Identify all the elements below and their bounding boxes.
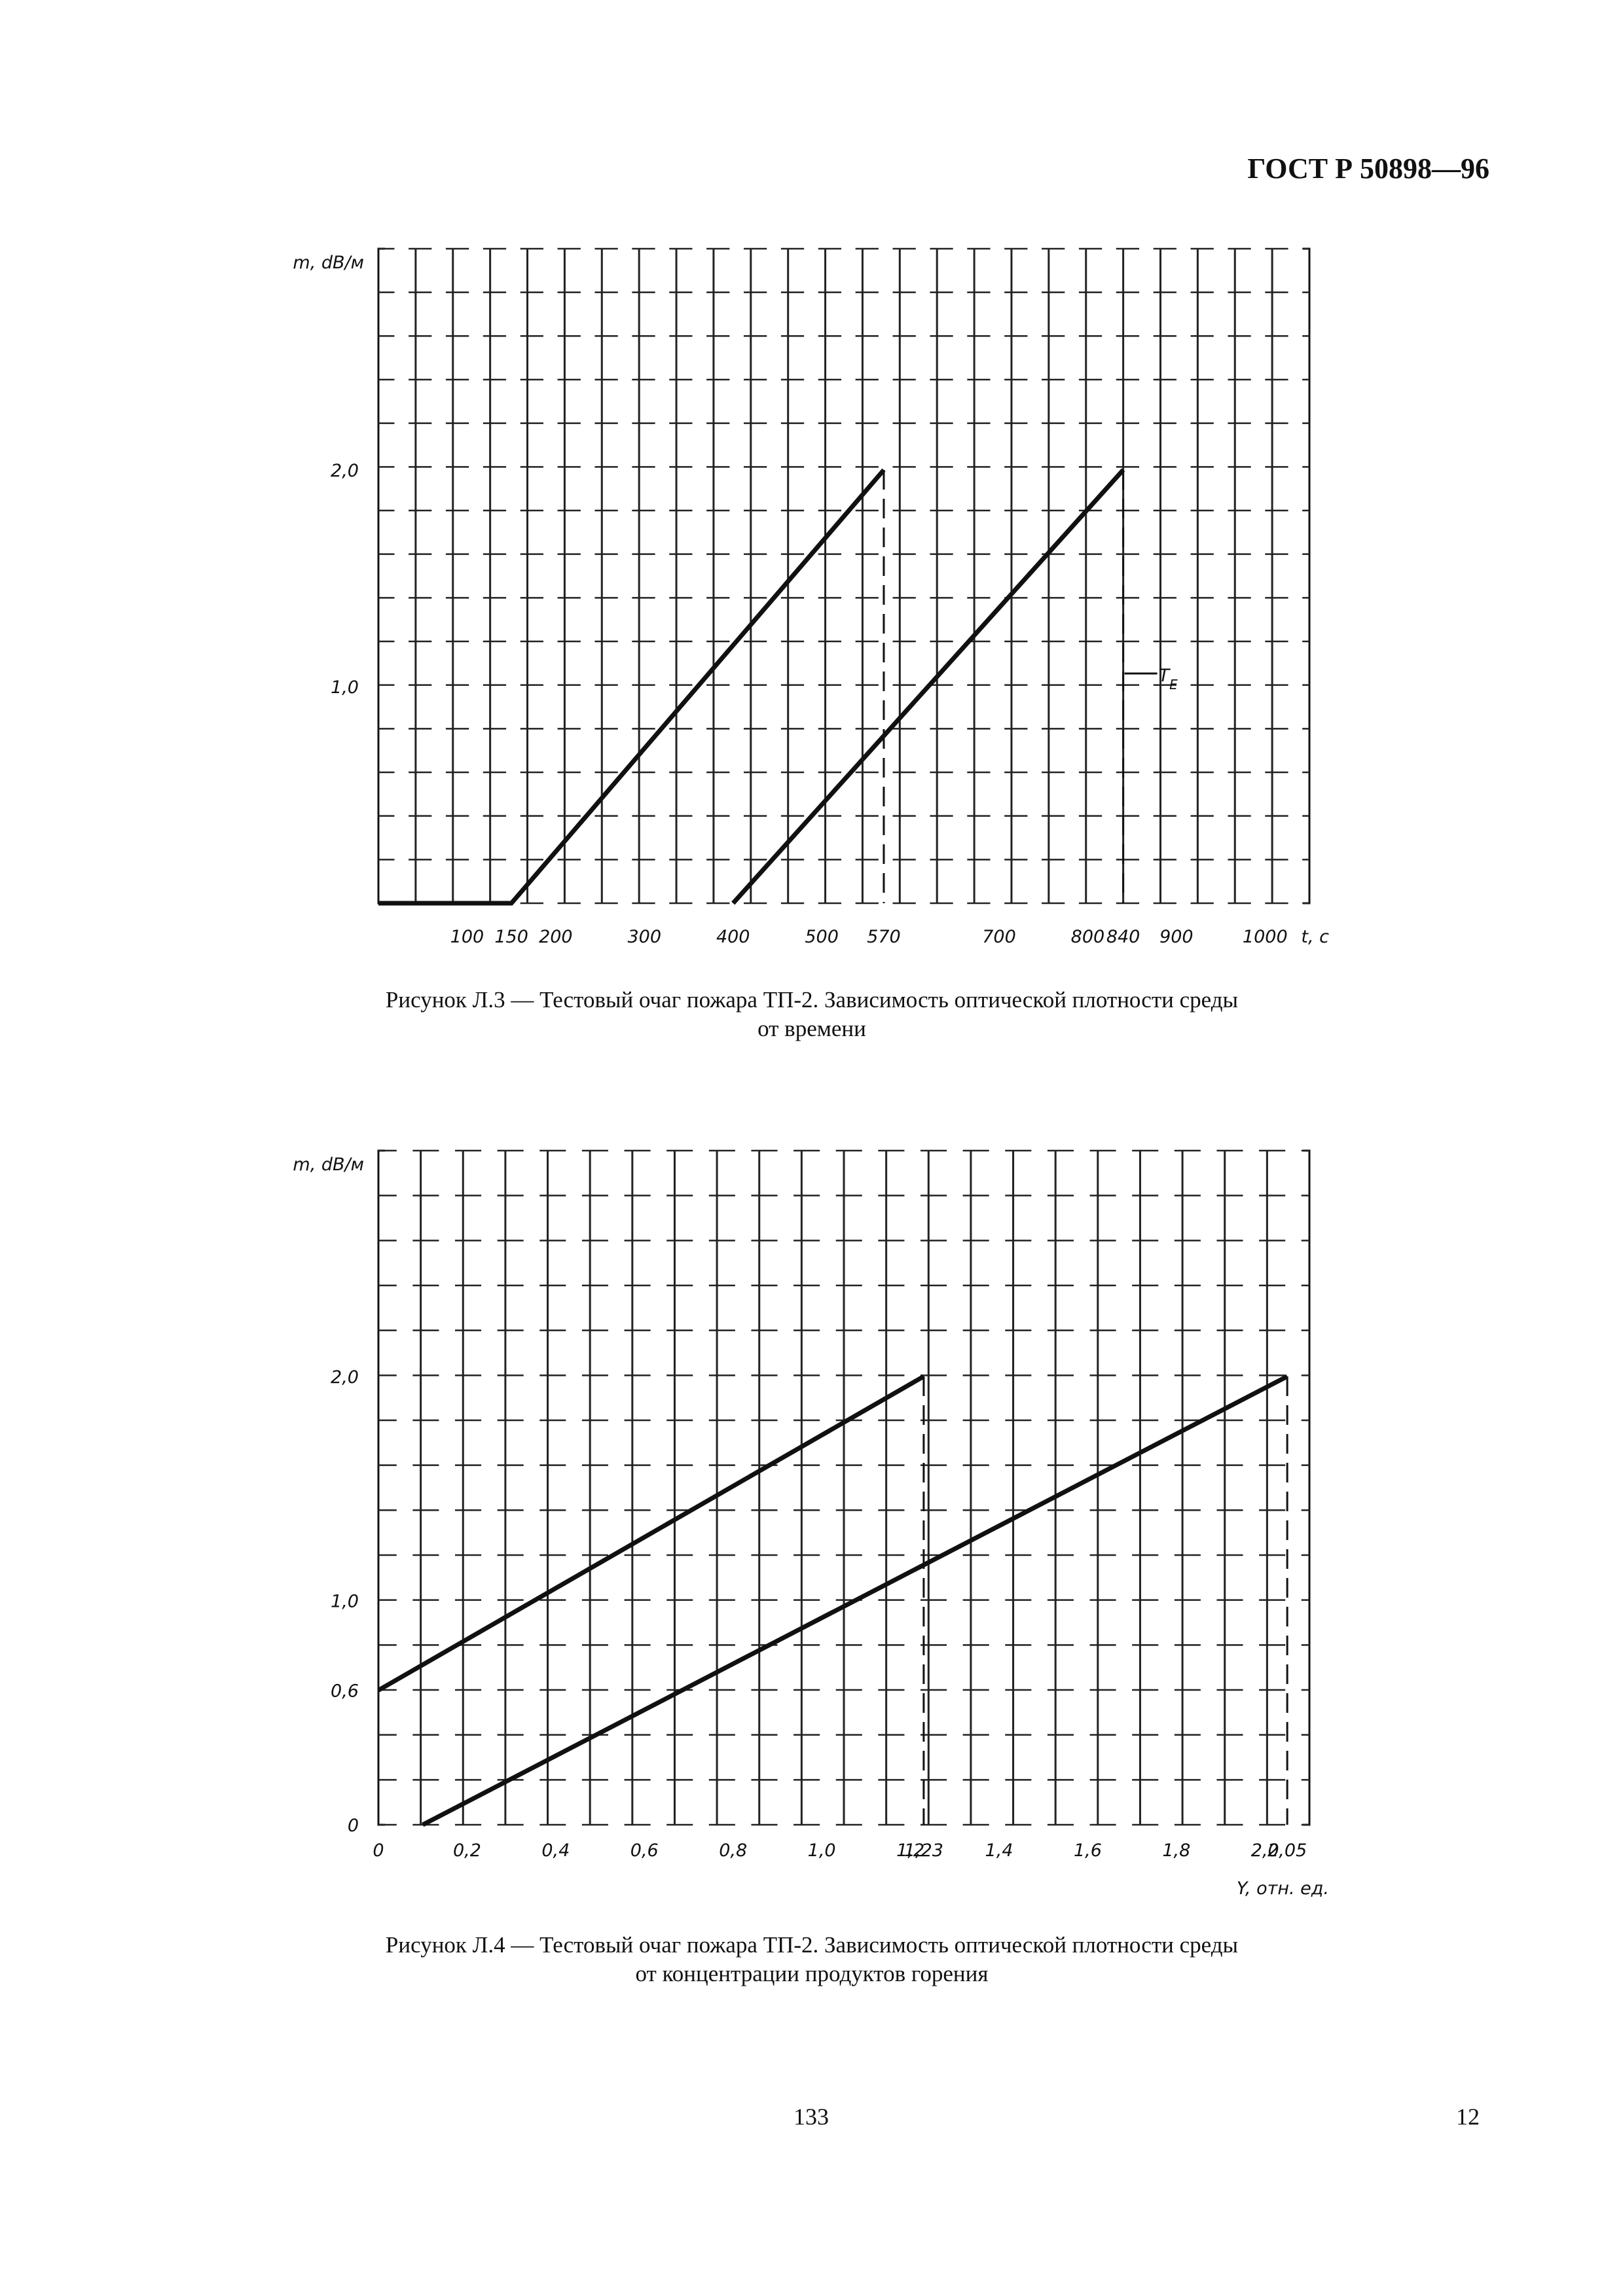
y-tick-label: 2,0 [331, 1367, 359, 1388]
sheet-number: 12 [1456, 2104, 1480, 2130]
x-tick-label: 300 [628, 927, 662, 947]
x-tick-label: 2,05 [1267, 1840, 1307, 1861]
x-tick-label: 800 [1071, 927, 1105, 947]
x-tick-label: 0,8 [719, 1840, 747, 1861]
x-tick-label: 1,2 [896, 1840, 924, 1861]
series-line [378, 468, 886, 906]
x-tick-label: 1,8 [1162, 1840, 1190, 1861]
y-tick-label: 2,0 [331, 461, 359, 481]
caption-line: от концентрации продуктов горения [635, 1961, 989, 1986]
x-axis-label: Y, отн. ед. [1237, 1878, 1329, 1899]
frame-left [377, 1149, 385, 1826]
y-tick-label: 1,0 [331, 1592, 359, 1612]
x-tick-label: 1000 [1243, 927, 1288, 947]
x-tick-label: 0 [373, 1840, 384, 1861]
figure-caption-l3: Рисунок Л.3 — Тестовый очаг пожара ТП-2.… [196, 986, 1427, 1043]
x-tick-label: 0,6 [630, 1840, 659, 1861]
y-tick-label: 1,0 [331, 677, 359, 698]
x-tick-label: 200 [539, 927, 573, 947]
annotation-subscript: E [1169, 677, 1178, 692]
document-header: ГОСТ Р 50898—96 [1247, 152, 1489, 185]
x-tick-label: 1,6 [1074, 1840, 1102, 1861]
x-tick-label: 1,4 [985, 1840, 1013, 1861]
x-tick-label: 1,23 [904, 1840, 943, 1861]
figure-caption-l4: Рисунок Л.4 — Тестовый очаг пожара ТП-2.… [196, 1931, 1427, 1988]
x-tick-label: 100 [450, 927, 484, 947]
x-tick-label: 570 [867, 927, 901, 947]
x-tick-label: 900 [1159, 927, 1194, 947]
x-axis-label: t, c [1301, 927, 1329, 947]
x-tick-label: 0,2 [453, 1840, 481, 1861]
x-tick-label: 0,4 [541, 1840, 570, 1861]
x-tick-label: 500 [805, 927, 839, 947]
y-tick-label: 0,6 [331, 1681, 359, 1702]
x-tick-label: 840 [1106, 927, 1140, 947]
frame-right [1303, 1149, 1311, 1826]
series-line [731, 468, 1125, 905]
series-line [377, 1374, 925, 1693]
y-axis-label: m, dB/м [293, 253, 364, 273]
x-tick-label: 2,0 [1251, 1840, 1279, 1861]
page-number: 133 [793, 2104, 829, 2130]
caption-line: Рисунок Л.4 — Тестовый очаг пожара ТП-2.… [385, 1932, 1239, 1958]
x-tick-label: 700 [982, 927, 1016, 947]
x-tick-label: 150 [494, 927, 528, 947]
series-line [422, 1374, 1288, 1827]
y-tick-label: 0 [348, 1816, 359, 1836]
x-tick-label: 400 [716, 927, 750, 947]
caption-line: Рисунок Л.3 — Тестовый очаг пожара ТП-2.… [385, 987, 1239, 1013]
caption-line: от времени [757, 1016, 866, 1041]
y-axis-label: m, dB/м [293, 1155, 364, 1175]
x-tick-label: 1,0 [808, 1840, 836, 1861]
